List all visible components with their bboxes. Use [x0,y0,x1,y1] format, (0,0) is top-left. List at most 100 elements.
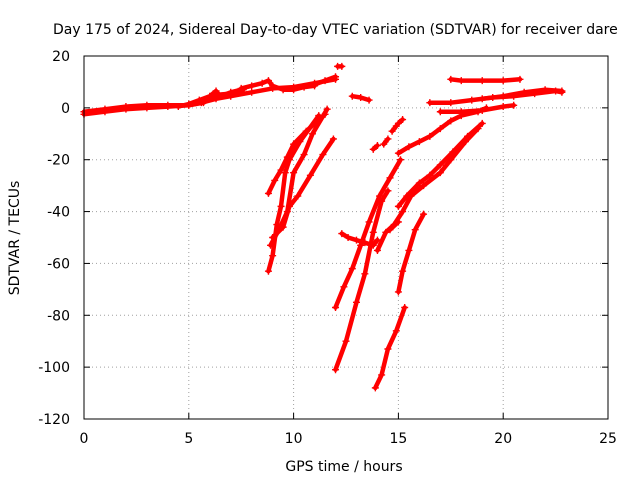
series-dropout-arcs [264,104,490,392]
data-point [394,149,402,157]
data-point [306,171,314,179]
data-point [237,84,245,92]
data-point [388,127,396,135]
data-point [269,252,277,260]
data-point [369,241,377,249]
data-point [332,366,340,374]
data-point [426,171,434,179]
data-point [206,92,214,100]
data-track [266,113,322,274]
data-track [396,211,426,295]
data-point [300,83,308,91]
data-point [277,166,285,174]
data-point [426,99,434,107]
data-points [80,62,566,392]
x-axis-label: GPS time / hours [285,459,402,475]
data-point [290,86,298,94]
data-point [399,267,407,275]
x-tick-label: 25 [599,431,617,447]
data-point [384,187,392,195]
data-point [405,143,413,151]
data-point [394,288,402,296]
data-point [415,138,423,146]
data-point [164,101,172,109]
data-point [373,246,381,254]
data-point [285,202,293,210]
data-track [375,126,481,253]
data-point [436,161,444,169]
chart-title: Day 175 of 2024, Sidereal Day-to-day VTE… [53,22,618,38]
data-point [447,99,455,107]
data-point [365,218,373,226]
x-tick-label: 5 [184,431,193,447]
data-point [468,96,476,104]
data-point [294,192,302,200]
data-point [258,79,266,87]
data-point [499,92,507,100]
data-point [396,156,404,164]
data-point [457,108,465,116]
grid [84,56,608,419]
data-point [195,96,203,104]
data-point [392,327,400,335]
data-point [373,141,381,149]
data-point [399,208,407,216]
data-point [143,101,151,109]
data-point [338,62,346,70]
data-point [499,77,507,85]
x-tick-label: 0 [80,431,89,447]
data-point [332,73,340,81]
data-point [101,105,109,113]
data-point [369,228,377,236]
x-tick-label: 15 [389,431,407,447]
data-point [420,210,428,218]
data-point [399,116,407,124]
data-point [216,92,224,100]
data-point [290,169,298,177]
data-point [405,246,413,254]
data-point [376,192,384,200]
data-point [329,135,337,143]
data-point [300,151,308,159]
data-point [212,87,220,95]
data-point [248,88,256,96]
data-point [436,169,444,177]
data-point [277,202,285,210]
data-point [401,304,409,312]
data-point [384,135,392,143]
data-point [516,75,524,83]
data-point [447,117,455,125]
data-point [279,223,287,231]
data-point [478,95,486,103]
data-track [396,121,485,209]
data-point [447,75,455,83]
ticks: 0 5 10 15 20 25 -120 -100 -80 -60 -40 -20 0 20 [38,49,617,447]
data-point [378,371,386,379]
x-tick-label: 20 [494,431,512,447]
data-point [415,179,423,187]
data-point [369,145,377,153]
data-point [283,153,291,161]
data-point [174,103,182,111]
data-point [264,189,272,197]
y-tick-label: -100 [38,360,70,376]
data-point [386,226,394,234]
data-track [479,87,565,102]
data-point [371,384,379,392]
plot-frame [83,55,609,420]
data-point [340,283,348,291]
data-point [436,125,444,133]
data-point [352,298,360,306]
data-point [185,100,193,108]
data-point [342,337,350,345]
data-point [386,174,394,182]
data-point [321,77,329,85]
data-point [302,127,310,135]
data-point [478,119,486,127]
data-point [436,108,444,116]
data-point [279,86,287,94]
y-tick-label: 0 [61,101,70,117]
y-tick-label: -120 [38,412,70,428]
data-point [449,148,457,156]
